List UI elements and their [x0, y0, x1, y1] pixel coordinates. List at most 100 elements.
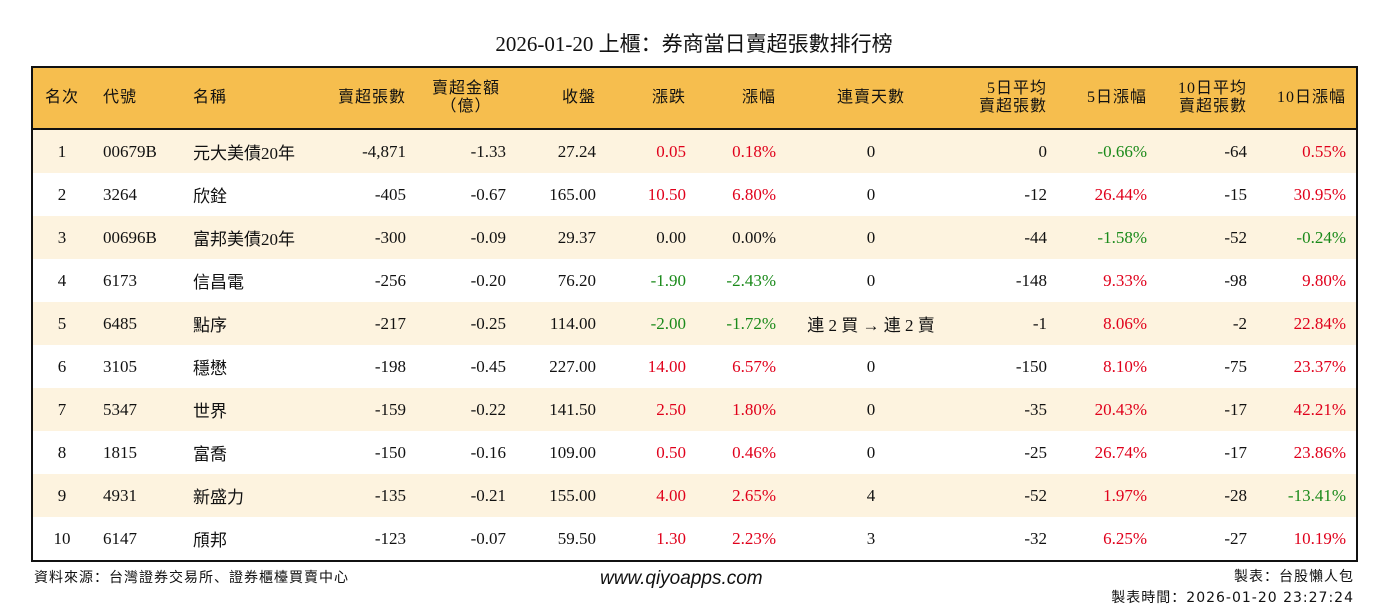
header-consecutive-sell-days: 連賣天數 — [836, 89, 905, 106]
table-row: 3 00696B 富邦美債20年 -300 -0.09 29.37 0.00 0.00% 0 -4… — [32, 216, 1357, 259]
cell-avg10-net-sell: -2 — [1232, 313, 1247, 333]
cell-code: 00696B — [103, 227, 157, 247]
cell-net-sell-amount: -1.33 — [470, 141, 506, 161]
cell-name: 點序 — [193, 316, 227, 335]
cell-consecutive-sell-days: 0 — [866, 442, 876, 462]
cell-change: 1.30 — [656, 528, 686, 548]
table-row: 9 4931 新盛力 -135 -0.21 155.00 4.00 2.65% 4 -52 1.97… — [32, 474, 1357, 517]
cell-change: 0.05 — [656, 141, 686, 161]
table-row: 2 3264 欣銓 -405 -0.67 165.00 10.50 6.80% 0 -12 26.4… — [32, 173, 1357, 216]
cell-change-pct: 2.65% — [732, 485, 776, 505]
cell-change-5d: -0.66% — [1097, 141, 1147, 161]
cell-change: 0.00 — [656, 227, 686, 247]
footer-credits: 製表：台股懶人包 製表時間：2026-01-20 23:27:24 — [1111, 567, 1354, 609]
cell-close: 155.00 — [549, 485, 596, 505]
cell-net-sell-shares: -405 — [374, 184, 406, 204]
cell-avg10-net-sell: -75 — [1224, 356, 1247, 376]
header-code: 代號 — [103, 89, 138, 106]
cell-code: 1815 — [103, 442, 137, 462]
cell-change-10d: 23.86% — [1293, 442, 1346, 462]
cell-consecutive-sell-days: 0 — [866, 184, 876, 204]
cell-change-pct: 0.00% — [732, 227, 776, 247]
cell-rank: 8 — [57, 442, 67, 462]
cell-close: 141.50 — [549, 399, 596, 419]
header-change-5d: 5日漲幅 — [1086, 89, 1147, 106]
cell-change-pct: 6.80% — [732, 184, 776, 204]
cell-change: 4.00 — [656, 485, 686, 505]
cell-change-5d: 26.74% — [1094, 442, 1147, 462]
cell-consecutive-sell-days: 3 — [866, 528, 876, 548]
cell-change-5d: 9.33% — [1103, 270, 1147, 290]
cell-rank: 6 — [57, 356, 67, 376]
cell-net-sell-amount: -0.67 — [470, 184, 506, 204]
cell-consecutive-sell-days: 4 — [866, 485, 876, 505]
cell-avg10-net-sell: -15 — [1224, 184, 1247, 204]
cell-change-10d: 10.19% — [1293, 528, 1346, 548]
cell-avg5-net-sell: -52 — [1024, 485, 1047, 505]
cell-code: 3264 — [103, 184, 137, 204]
cell-avg5-net-sell: -44 — [1024, 227, 1047, 247]
cell-rank: 1 — [57, 141, 67, 161]
cell-net-sell-amount: -0.45 — [470, 356, 506, 376]
header-change-10d: 10日漲幅 — [1276, 89, 1346, 106]
cell-avg5-net-sell: -148 — [1015, 270, 1047, 290]
cell-rank: 2 — [57, 184, 67, 204]
table-row: 5 6485 點序 -217 -0.25 114.00 -2.00 -1.72% 連 2 買 →… — [32, 302, 1357, 345]
cell-name: 欣銓 — [193, 187, 227, 206]
cell-code: 4931 — [103, 485, 137, 505]
cell-change: 0.50 — [656, 442, 686, 462]
table-row: 8 1815 富喬 -150 -0.16 109.00 0.50 0.46% 0 -25 26.74… — [32, 431, 1357, 474]
cell-avg5-net-sell: -35 — [1024, 399, 1047, 419]
cell-close: 27.24 — [557, 141, 596, 161]
cell-code: 6173 — [103, 270, 137, 290]
header-net-sell-amount: 賣超金額 （億） — [431, 80, 500, 115]
cell-change-5d: -1.58% — [1097, 227, 1147, 247]
cell-avg10-net-sell: -98 — [1224, 270, 1247, 290]
cell-net-sell-amount: -0.07 — [470, 528, 506, 548]
cell-net-sell-amount: -0.21 — [470, 485, 506, 505]
cell-net-sell-shares: -150 — [374, 442, 406, 462]
header-change: 漲跌 — [651, 89, 686, 106]
cell-name: 元大美債20年 — [193, 144, 295, 163]
cell-net-sell-amount: -0.20 — [470, 270, 506, 290]
cell-avg10-net-sell: -17 — [1224, 442, 1247, 462]
cell-net-sell-shares: -159 — [374, 399, 406, 419]
page-title: 2026-01-20 上櫃：券商當日賣超張數排行榜 — [495, 32, 893, 56]
cell-change: -1.90 — [650, 270, 686, 290]
cell-consecutive-sell-days: 0 — [866, 270, 876, 290]
cell-avg10-net-sell: -52 — [1224, 227, 1247, 247]
cell-rank: 10 — [53, 528, 71, 548]
cell-net-sell-shares: -123 — [374, 528, 406, 548]
header-rank: 名次 — [44, 89, 79, 106]
cell-change: 2.50 — [656, 399, 686, 419]
cell-change-pct: 1.80% — [732, 399, 776, 419]
cell-close: 109.00 — [549, 442, 596, 462]
header-close: 收盤 — [561, 89, 596, 106]
cell-code: 5347 — [103, 399, 137, 419]
cell-change-10d: 9.80% — [1302, 270, 1346, 290]
website-link[interactable]: www.qiyoapps.com — [600, 568, 763, 589]
cell-rank: 3 — [57, 227, 67, 247]
data-source: 資料來源：台灣證券交易所、證券櫃檯買賣中心 — [34, 570, 349, 586]
cell-change-pct: 6.57% — [732, 356, 776, 376]
cell-avg5-net-sell: 0 — [1038, 141, 1048, 161]
cell-change-10d: 42.21% — [1293, 399, 1346, 419]
cell-close: 29.37 — [557, 227, 596, 247]
cell-name: 穩懋 — [193, 359, 227, 378]
cell-avg5-net-sell: -32 — [1024, 528, 1047, 548]
cell-net-sell-shares: -135 — [374, 485, 406, 505]
cell-change-5d: 8.10% — [1103, 356, 1147, 376]
cell-change-pct: 0.46% — [732, 442, 776, 462]
cell-change-pct: 2.23% — [732, 528, 776, 548]
cell-net-sell-shares: -256 — [374, 270, 406, 290]
cell-code: 00679B — [103, 141, 157, 161]
cell-change: 14.00 — [647, 356, 686, 376]
cell-avg10-net-sell: -28 — [1224, 485, 1247, 505]
generated-time: 製表時間：2026-01-20 23:27:24 — [1111, 590, 1354, 606]
cell-change-5d: 26.44% — [1094, 184, 1147, 204]
cell-change-10d: 22.84% — [1293, 313, 1346, 333]
cell-change: 10.50 — [647, 184, 686, 204]
header-avg10-net-sell: 10日平均 賣超張數 — [1177, 80, 1247, 115]
cell-rank: 5 — [57, 313, 67, 333]
table-row: 4 6173 信昌電 -256 -0.20 76.20 -1.90 -2.43% 0 -148 9.… — [32, 259, 1357, 302]
